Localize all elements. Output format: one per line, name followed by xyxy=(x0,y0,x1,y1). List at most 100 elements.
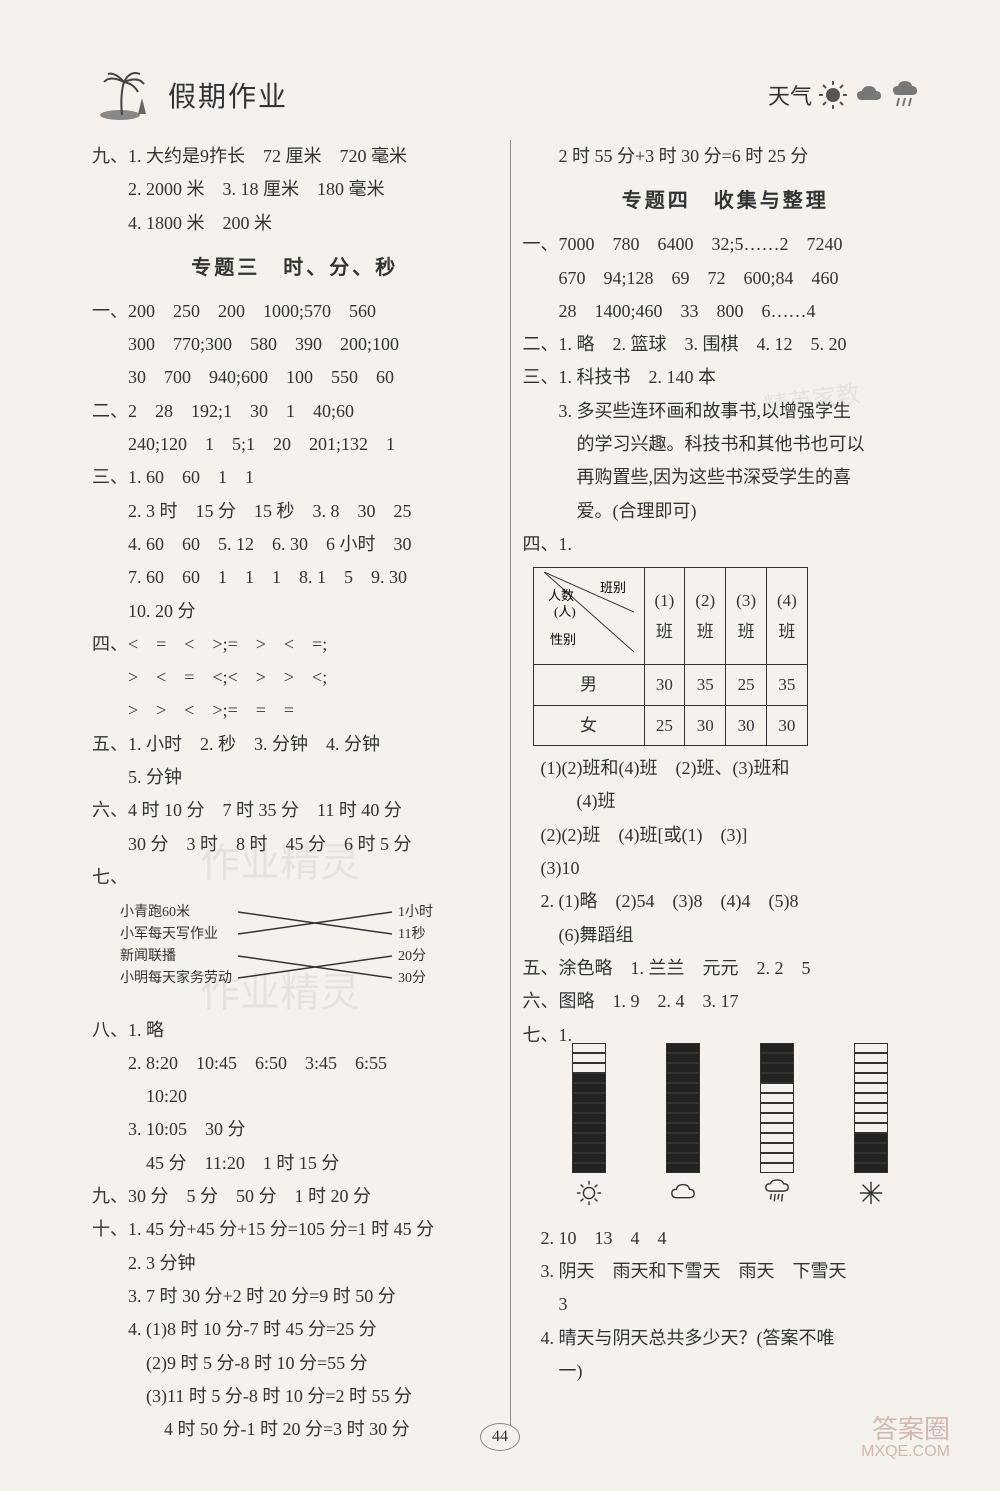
section3-title: 专题三 时、分、秒 xyxy=(92,250,498,287)
answer-line: (3)11 时 5 分-8 时 10 分=2 时 55 分 xyxy=(92,1380,498,1413)
answer-line: 10. 20 分 xyxy=(92,595,498,628)
footer-wm-line2: MXQE.COM xyxy=(861,1443,950,1461)
answer-line: 300 770;300 580 390 200;100 xyxy=(92,328,498,361)
content-columns: 九、1. 大约是9拃长 72 厘米 720 毫米 2. 2000 米 3. 18… xyxy=(80,140,940,1446)
table-col-2: (2)班 xyxy=(685,568,726,665)
answer-line: 三、1. 科技书 2. 140 本 xyxy=(523,361,929,394)
diagonal-header-icon: 班别 人数 (人) 性别 xyxy=(544,572,634,652)
answer-line: 一) xyxy=(523,1355,929,1388)
answer-line: 3. 10:05 30 分 xyxy=(92,1113,498,1146)
answer-line: 一、200 250 200 1000;570 560 xyxy=(92,295,498,328)
sun-icon xyxy=(818,80,848,110)
answer-line: 3. 阴天 雨天和下雪天 雨天 下雪天 xyxy=(523,1255,929,1288)
bar-item xyxy=(572,1043,606,1218)
answer-line: 六、4 时 10 分 7 时 35 分 11 时 40 分 xyxy=(92,794,498,827)
table-col-1: (1)班 xyxy=(644,568,685,665)
answer-line: 10:20 xyxy=(92,1080,498,1113)
svg-text:30分: 30分 xyxy=(398,970,426,986)
weather-label: 天气 xyxy=(768,79,812,111)
table-row: 男30352535 xyxy=(533,665,807,705)
snow-icon xyxy=(854,1179,888,1218)
answer-line: 2. 3 时 15 分 15 秒 3. 8 30 25 xyxy=(92,495,498,528)
header-left: 假期作业 xyxy=(100,70,288,120)
table-row: 女25303030 xyxy=(533,705,807,745)
answer-line: 一、7000 780 6400 32;5……2 7240 xyxy=(523,228,929,261)
answer-line: 的学习兴趣。科技书和其他书也可以 xyxy=(523,428,929,461)
sun-icon xyxy=(572,1179,606,1218)
page-title: 假期作业 xyxy=(168,75,288,115)
right-column: 2 时 55 分+3 时 30 分=6 时 25 分 专题四 收集与整理 一、7… xyxy=(511,140,941,1446)
answer-line: 九、1. 大约是9拃长 72 厘米 720 毫米 xyxy=(92,140,498,173)
answer-line: 4 时 50 分-1 时 20 分=3 时 30 分 xyxy=(92,1413,498,1446)
q7-label: 七、 xyxy=(92,861,498,894)
bar-item xyxy=(666,1043,700,1218)
diag-mid: 人数 xyxy=(548,588,574,603)
answer-line: 30 分 3 时 8 时 45 分 6 时 5 分 xyxy=(92,828,498,861)
answer-line: 四、< = < >;= > < =; xyxy=(92,628,498,661)
table-col-3: (3)班 xyxy=(726,568,767,665)
answer-line: (1)(2)班和(4)班 (2)班、(3)班和 xyxy=(523,752,929,785)
svg-text:11秒: 11秒 xyxy=(398,926,425,942)
svg-text:新闻联播: 新闻联播 xyxy=(120,948,176,964)
palm-tree-icon xyxy=(100,70,160,120)
page-header: 假期作业 天气 xyxy=(80,70,940,120)
section4-title: 专题四 收集与整理 xyxy=(523,183,929,220)
answer-line: 4. 60 60 5. 12 6. 30 6 小时 30 xyxy=(92,528,498,561)
answer-line: 2. 3 分钟 xyxy=(92,1247,498,1280)
answer-line: > < = <;< > > <; xyxy=(92,661,498,694)
continuation-line: 2 时 55 分+3 时 30 分=6 时 25 分 xyxy=(523,140,929,173)
table-col-4: (4)班 xyxy=(766,568,807,665)
answer-line: 4. 晴天与阴天总共多少天？(答案不唯 xyxy=(523,1322,929,1355)
footer-wm-line1: 答案圈 xyxy=(861,1415,950,1444)
answer-line: 六、图略 1. 9 2. 4 3. 17 xyxy=(523,985,929,1018)
rain-icon xyxy=(760,1179,794,1218)
answer-line: 十、1. 45 分+45 分+15 分=105 分=1 时 45 分 xyxy=(92,1213,498,1246)
bar-chart xyxy=(543,1058,919,1218)
answer-line: (4)班 xyxy=(523,785,929,818)
answer-line: > > < >;= = = xyxy=(92,694,498,727)
answer-line: 2. 10 13 4 4 xyxy=(523,1222,929,1255)
svg-text:20分: 20分 xyxy=(398,948,426,964)
answer-line: 三、1. 60 60 1 1 xyxy=(92,461,498,494)
answer-line: 45 分 11:20 1 时 15 分 xyxy=(92,1147,498,1180)
answer-line: 28 1400;460 33 800 6……4 xyxy=(523,295,929,328)
footer-watermark: 答案圈 MXQE.COM xyxy=(861,1415,950,1461)
bar-item xyxy=(760,1043,794,1218)
answer-line: 7. 60 60 1 1 1 8. 1 5 9. 30 xyxy=(92,561,498,594)
answer-line: 30 700 940;600 100 550 60 xyxy=(92,361,498,394)
class-gender-table: 班别 人数 (人) 性别 (1)班 (2)班 (3)班 (4)班 男303525… xyxy=(533,567,808,746)
bar-item xyxy=(854,1043,888,1218)
answer-line: 爱。(合理即可) xyxy=(523,495,929,528)
answer-line: 2. 2000 米 3. 18 厘米 180 毫米 xyxy=(92,173,498,206)
answer-line: 二、2 28 192;1 30 1 40;60 xyxy=(92,395,498,428)
answer-line: 2. 8:20 10:45 6:50 3:45 6:55 xyxy=(92,1047,498,1080)
answer-line: 3. 多买些连环画和故事书,以增强学生 xyxy=(523,395,929,428)
answer-line: 240;120 1 5;1 20 201;132 1 xyxy=(92,428,498,461)
answer-line: 五、涂色略 1. 兰兰 元元 2. 2 5 xyxy=(523,952,929,985)
answer-line: 4. 1800 米 200 米 xyxy=(92,207,498,240)
answer-line: (3)10 xyxy=(523,852,929,885)
header-right: 天气 xyxy=(768,79,920,111)
answer-line: (2)(2)班 (4)班[或(1) (3)] xyxy=(523,819,929,852)
diag-bottom: 性别 xyxy=(550,632,576,647)
answer-line: 5. 分钟 xyxy=(92,761,498,794)
answer-line: 再购置些,因为这些书深受学生的喜 xyxy=(523,461,929,494)
answer-line: 670 94;128 69 72 600;84 460 xyxy=(523,262,929,295)
q4-label: 四、1. xyxy=(523,528,929,561)
answer-line: 2. (1)略 (2)54 (3)8 (4)4 (5)8 xyxy=(523,885,929,918)
left-column: 九、1. 大约是9拃长 72 厘米 720 毫米 2. 2000 米 3. 18… xyxy=(80,140,511,1446)
svg-text:1小时: 1小时 xyxy=(398,904,433,920)
page-number: 44 xyxy=(480,1423,520,1451)
svg-text:小明每天家务劳动: 小明每天家务劳动 xyxy=(120,969,232,986)
answer-line: 九、30 分 5 分 50 分 1 时 20 分 xyxy=(92,1180,498,1213)
matching-diagram: 小青跑60米 小军每天写作业 新闻联播 小明每天家务劳动 1小时 11秒 20分… xyxy=(120,898,440,998)
svg-text:(人): (人) xyxy=(554,604,576,619)
cloud-icon xyxy=(666,1179,700,1218)
cloud-icon xyxy=(854,80,884,110)
answer-line: 二、1. 略 2. 篮球 3. 围棋 4. 12 5. 20 xyxy=(523,328,929,361)
answer-line: 3. 7 时 30 分+2 时 20 分=9 时 50 分 xyxy=(92,1280,498,1313)
svg-text:小军每天写作业: 小军每天写作业 xyxy=(120,926,218,942)
diag-top: 班别 xyxy=(600,580,626,595)
svg-text:小青跑60米: 小青跑60米 xyxy=(120,904,190,920)
answer-line: 五、1. 小时 2. 秒 3. 分钟 4. 分钟 xyxy=(92,728,498,761)
